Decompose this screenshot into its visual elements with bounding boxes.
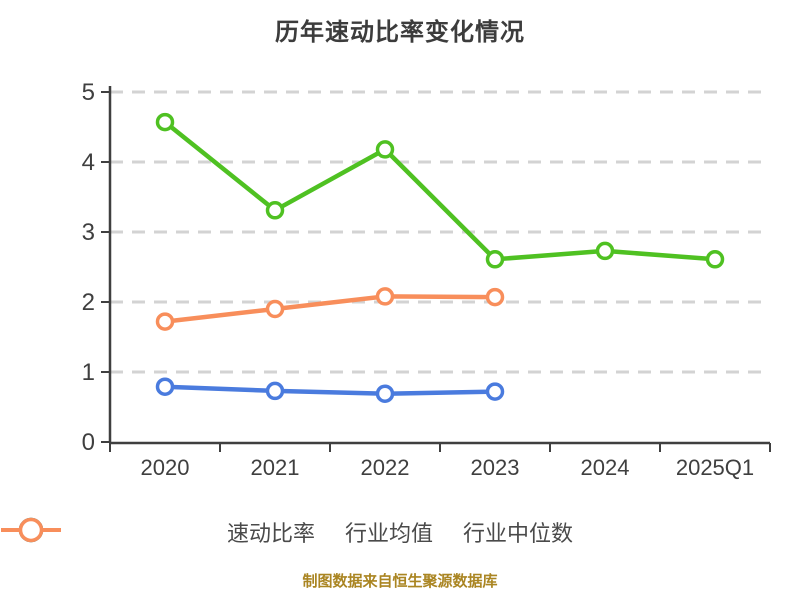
- legend-item-1[interactable]: 行业均值: [1, 516, 433, 548]
- legend-label: 行业中位数: [463, 521, 574, 546]
- chart-legend: 速动比率 行业均值 行业中位数: [0, 516, 800, 548]
- y-tick-label-2: 2: [82, 289, 95, 316]
- series-line-0: [162, 119, 718, 262]
- x-tick-label-2024: 2024: [581, 455, 630, 480]
- legend-item-2[interactable]: 行业中位数: [1, 516, 574, 548]
- legend-marker-icon: [1, 517, 61, 543]
- y-tick-label-5: 5: [82, 79, 95, 106]
- data-point: [375, 140, 395, 159]
- data-point: [375, 287, 395, 306]
- series-line-2: [162, 294, 498, 324]
- x-tick-label-2022: 2022: [361, 455, 410, 480]
- data-point: [155, 112, 175, 132]
- y-tick-label-4: 4: [82, 149, 95, 176]
- x-tick-label-2020: 2020: [141, 455, 190, 480]
- y-tick-label-3: 3: [82, 219, 95, 246]
- y-tick-label-1: 1: [82, 359, 95, 386]
- data-source-note: 制图数据来自恒生聚源数据库: [302, 573, 498, 590]
- series-line-1: [162, 384, 498, 396]
- data-point: [375, 384, 395, 403]
- data-point: [485, 287, 505, 307]
- data-point: [265, 381, 285, 401]
- data-point: [265, 299, 285, 319]
- chart-title: 历年速动比率变化情况: [275, 19, 525, 46]
- data-point: [595, 241, 615, 261]
- legend-label: 速动比率: [226, 521, 315, 546]
- x-tick-label-2025Q1: 2025Q1: [676, 455, 754, 480]
- data-point: [705, 250, 725, 269]
- x-tick-label-2023: 2023: [471, 455, 520, 480]
- legend-label: 行业均值: [344, 521, 433, 546]
- data-point: [485, 382, 505, 401]
- legend-item-0[interactable]: 速动比率: [1, 516, 315, 548]
- x-tick-label-2021: 2021: [251, 455, 300, 480]
- y-tick-label-0: 0: [82, 429, 95, 456]
- data-point: [485, 250, 505, 269]
- data-point: [155, 377, 175, 396]
- data-point: [265, 201, 285, 220]
- data-point: [155, 312, 175, 331]
